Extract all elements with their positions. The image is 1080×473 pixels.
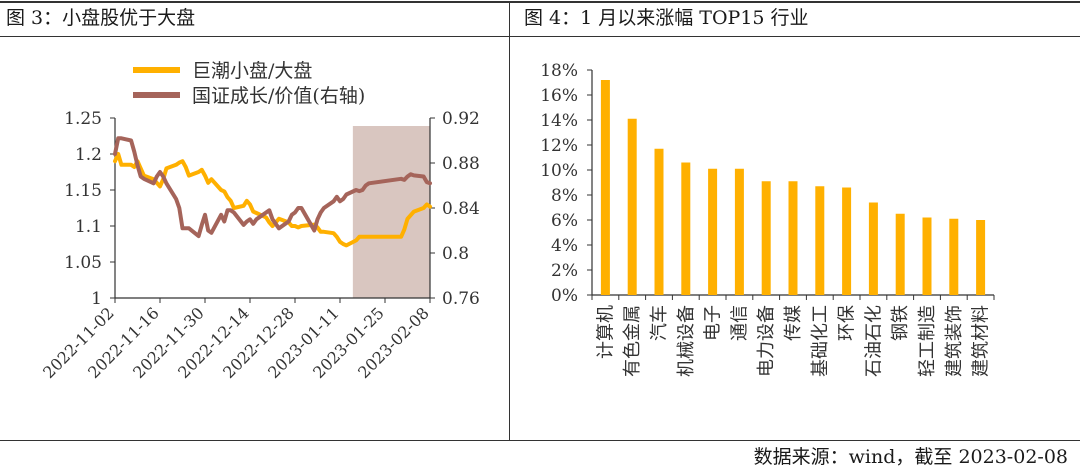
bar	[842, 187, 852, 295]
right-bar-chart: 0% 2% 4% 6% 8% 10% 12% 14% 16% 18% 计算机 有色金属 汽车 机械设备 电子…	[540, 61, 995, 377]
bar-category-label: 汽车	[649, 305, 670, 341]
bar-y-tick-label: 8%	[551, 186, 578, 206]
bar-category-label: 电子	[703, 305, 724, 341]
header-rule	[0, 36, 1080, 37]
bar-y-tick-label: 2%	[551, 261, 578, 281]
bar-category-label: 传媒	[783, 305, 804, 341]
bar	[654, 148, 664, 295]
bar	[815, 186, 825, 295]
bar-y-tick-label: 0%	[551, 286, 578, 306]
bar-y-tick-label: 10%	[540, 161, 578, 181]
top-rule	[0, 1, 1080, 3]
panel-divider	[509, 2, 510, 440]
right-y-tick-label: 0.8	[442, 244, 469, 264]
bar	[734, 168, 744, 295]
left-line-chart: 11.051.11.151.21.250.760.80.840.880.9220…	[39, 60, 480, 382]
right-y-tick-label: 0.76	[442, 289, 480, 309]
right-y-tick-label: 0.88	[442, 154, 480, 174]
bar-y-tick-label: 16%	[540, 86, 578, 106]
left-y-tick-label: 1.15	[64, 181, 102, 201]
right-y-tick-label: 0.84	[442, 199, 480, 219]
bar	[681, 162, 691, 295]
bar-y-tick-label: 6%	[551, 211, 578, 231]
bar-category-label: 钢铁	[890, 305, 911, 341]
left-y-tick-label: 1.05	[64, 253, 102, 273]
bar	[895, 213, 905, 295]
left-y-tick-label: 1.25	[64, 109, 102, 129]
bar-category-label: 轻工制造	[917, 305, 938, 377]
bar-category-label: 环保	[837, 305, 858, 341]
bar-category-label: 石油石化	[863, 305, 884, 377]
series-line-growth-value	[113, 136, 432, 239]
bar	[708, 168, 718, 295]
bar-category-label: 基础化工	[810, 305, 831, 377]
bar-category-label: 通信	[729, 305, 750, 341]
left-chart-title: 图 3：小盘股优于大盘	[6, 7, 196, 29]
bar-category-label: 机械设备	[676, 305, 697, 377]
bar-category-label: 建筑装饰	[944, 305, 965, 377]
right-y-tick-label: 0.92	[442, 109, 480, 129]
series-line-small-large	[113, 152, 432, 248]
data-source-note: 数据来源：wind，截至 2023-02-08	[753, 446, 1068, 468]
bar	[976, 220, 986, 295]
bar-y-tick-label: 4%	[551, 236, 578, 256]
bar	[761, 181, 771, 295]
right-chart-title: 图 4：1 月以来涨幅 TOP15 行业	[524, 7, 809, 29]
bar	[949, 218, 959, 295]
bar-category-label: 电力设备	[756, 305, 777, 377]
left-y-tick-label: 1.2	[75, 145, 102, 165]
bar	[600, 80, 610, 295]
bar-y-tick-label: 12%	[540, 136, 578, 156]
left-y-tick-label: 1.1	[75, 217, 102, 237]
left-y-tick-label: 1	[91, 289, 102, 309]
bar	[922, 217, 932, 295]
bar	[627, 118, 637, 295]
bottom-rule	[0, 440, 1080, 441]
bar-category-label: 计算机	[595, 305, 616, 359]
bar	[868, 202, 878, 295]
legend-label: 巨潮小盘/大盘	[192, 60, 312, 82]
legend-label: 国证成长/价值(右轴)	[192, 85, 365, 107]
bar-y-tick-label: 14%	[540, 111, 578, 131]
bar-y-tick-label: 18%	[540, 61, 578, 81]
bar	[788, 181, 798, 295]
bar-category-label: 有色金属	[622, 305, 643, 377]
bar-category-label: 建筑材料	[971, 305, 992, 377]
